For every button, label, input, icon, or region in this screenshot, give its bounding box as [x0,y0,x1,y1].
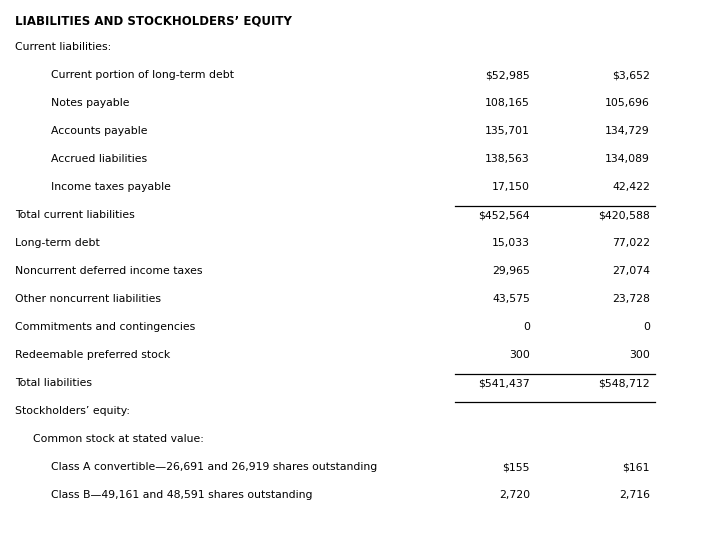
Text: 2,720: 2,720 [499,490,530,500]
Text: Common stock at stated value:: Common stock at stated value: [33,434,204,444]
Text: Class A convertible—26,691 and 26,919 shares outstanding: Class A convertible—26,691 and 26,919 sh… [51,462,377,472]
Text: 300: 300 [509,350,530,360]
Text: Stockholders’ equity:: Stockholders’ equity: [15,406,130,416]
Text: Current portion of long-term debt: Current portion of long-term debt [51,70,234,80]
Text: 105,696: 105,696 [605,98,650,108]
Text: 42,422: 42,422 [612,182,650,192]
Text: $155: $155 [502,462,530,472]
Text: $3,652: $3,652 [612,70,650,80]
Text: 17,150: 17,150 [492,182,530,192]
Text: Long-term debt: Long-term debt [15,238,100,248]
Text: 300: 300 [629,350,650,360]
Text: Accrued liabilities: Accrued liabilities [51,154,147,164]
Text: 23,728: 23,728 [612,294,650,304]
Text: 0: 0 [643,322,650,332]
Text: Current liabilities:: Current liabilities: [15,42,111,52]
Text: 2,716: 2,716 [619,490,650,500]
Text: 29,965: 29,965 [492,266,530,276]
Text: Total liabilities: Total liabilities [15,378,92,388]
Text: Accounts payable: Accounts payable [51,126,148,136]
Text: Income taxes payable: Income taxes payable [51,182,171,192]
Text: Noncurrent deferred income taxes: Noncurrent deferred income taxes [15,266,203,276]
Text: LIABILITIES AND STOCKHOLDERS’ EQUITY: LIABILITIES AND STOCKHOLDERS’ EQUITY [15,14,292,27]
Text: 27,074: 27,074 [612,266,650,276]
Text: 134,089: 134,089 [605,154,650,164]
Text: 77,022: 77,022 [612,238,650,248]
Text: 108,165: 108,165 [485,98,530,108]
Text: 15,033: 15,033 [492,238,530,248]
Text: Redeemable preferred stock: Redeemable preferred stock [15,350,170,360]
Text: $161: $161 [623,462,650,472]
Text: 0: 0 [523,322,530,332]
Text: $420,588: $420,588 [598,210,650,220]
Text: 43,575: 43,575 [492,294,530,304]
Text: $548,712: $548,712 [598,378,650,388]
Text: Notes payable: Notes payable [51,98,130,108]
Text: $541,437: $541,437 [479,378,530,388]
Text: $52,985: $52,985 [485,70,530,80]
Text: Commitments and contingencies: Commitments and contingencies [15,322,195,332]
Text: 134,729: 134,729 [605,126,650,136]
Text: Other noncurrent liabilities: Other noncurrent liabilities [15,294,161,304]
Text: 138,563: 138,563 [485,154,530,164]
Text: 135,701: 135,701 [485,126,530,136]
Text: Class B—49,161 and 48,591 shares outstanding: Class B—49,161 and 48,591 shares outstan… [51,490,313,500]
Text: Total current liabilities: Total current liabilities [15,210,135,220]
Text: $452,564: $452,564 [479,210,530,220]
